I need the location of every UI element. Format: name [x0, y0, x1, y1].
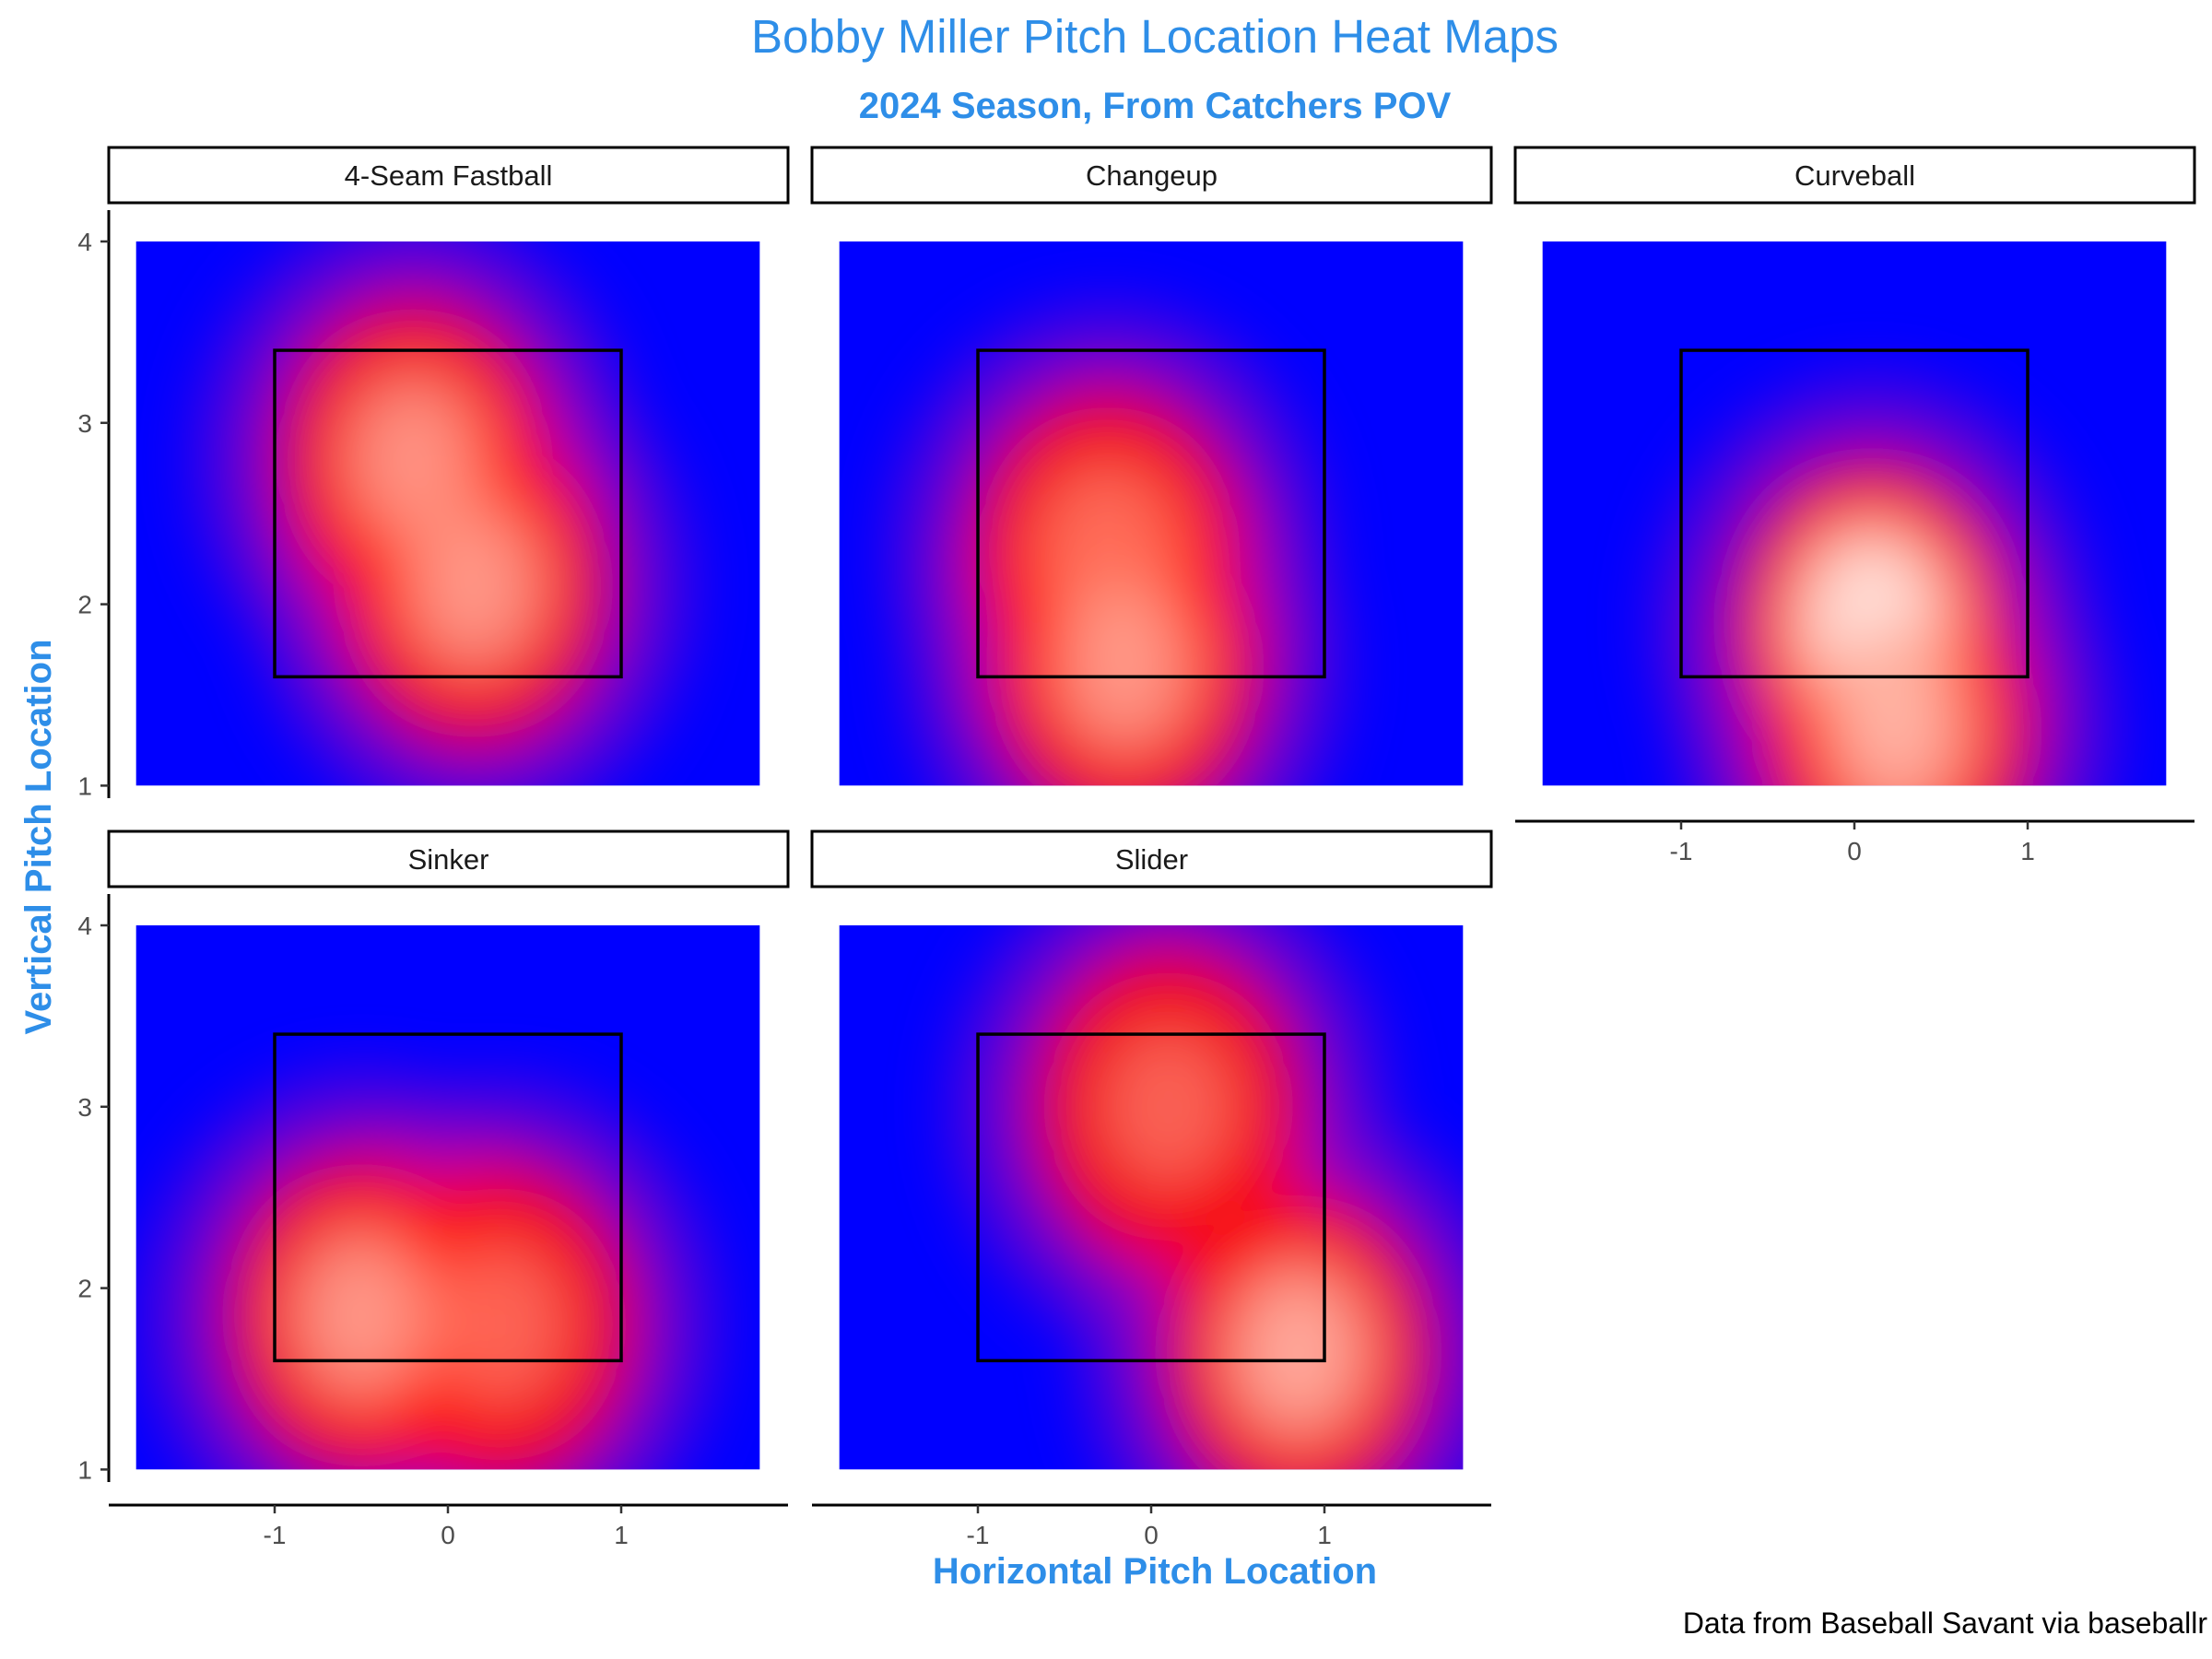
y-tick-label: 4 — [77, 228, 92, 256]
y-tick-label: 2 — [77, 1275, 92, 1303]
x-tick-label: -1 — [1670, 837, 1693, 865]
x-tick-label: 1 — [2020, 837, 2035, 865]
strike-zone — [273, 1032, 623, 1363]
y-tick-label: 1 — [77, 1455, 92, 1484]
heatmap-sinker — [135, 925, 760, 1470]
x-tick-label: 1 — [614, 1521, 629, 1549]
y-tick-label: 1 — [77, 771, 92, 800]
y-tick-label: 3 — [77, 409, 92, 438]
heat-peak — [1843, 661, 1952, 786]
heat-peak — [1244, 1282, 1352, 1421]
strip-slider — [810, 830, 1493, 888]
heat-layers — [896, 310, 1337, 786]
heatmap-changeup — [839, 241, 1464, 786]
heat-peak — [311, 1250, 412, 1382]
x-tick-label: -1 — [967, 1521, 990, 1549]
strip-label: Slider — [1115, 843, 1188, 876]
caption: Data from Baseball Savant via baseballr — [1683, 1606, 2208, 1640]
panel-sinker: Sinker 1 2 3 4 -1 0 1 — [77, 830, 790, 1549]
heat-layers — [149, 1076, 712, 1470]
strip-4-seam-fastball — [107, 146, 790, 205]
y-tick-label: 4 — [77, 912, 92, 940]
panel-changeup: Changeup — [810, 146, 1493, 786]
x-tick-label: -1 — [264, 1521, 287, 1549]
heatmap-curveball — [1542, 241, 2167, 786]
panel-curveball: Curveball -1 0 1 — [1513, 146, 2196, 865]
x-tick-label: 0 — [1847, 837, 1862, 865]
heat-hot — [433, 1245, 567, 1404]
y-axis-label: Vertical Pitch Location — [18, 639, 59, 1034]
chart-title: Bobby Miller Pitch Location Heat Maps — [751, 10, 1559, 63]
heat-peak — [363, 394, 464, 524]
y-tick-label: 3 — [77, 1093, 92, 1122]
chart-subtitle: 2024 Season, From Catchers POV — [859, 86, 1452, 126]
heat-peak — [423, 520, 524, 652]
x-tick-label: 1 — [1317, 1521, 1332, 1549]
strip-label: Sinker — [408, 843, 489, 876]
strip-changeup — [810, 146, 1493, 205]
strip-curveball — [1513, 146, 2196, 205]
strike-zone — [273, 348, 623, 679]
strip-label: Curveball — [1794, 159, 1915, 192]
heat-hot — [1103, 1029, 1234, 1185]
strike-zone — [976, 348, 1326, 679]
x-tick-label: 0 — [1144, 1521, 1159, 1549]
panel-4-seam-fastball: 4-Seam Fastball 1 2 3 4 — [77, 146, 790, 800]
strike-zone — [1679, 348, 2030, 679]
x-axis-label: Horizontal Pitch Location — [933, 1551, 1377, 1592]
heatmap-4-seam-fastball — [135, 241, 760, 786]
heatmap-slider — [839, 925, 1464, 1470]
strip-sinker — [107, 830, 790, 888]
panel-slider: Slider -1 0 1 — [810, 830, 1493, 1549]
strip-label: 4-Seam Fastball — [345, 159, 553, 192]
facet-panels: 4-Seam Fastball 1 2 3 4 Changeup Curveball -1 0 1… — [77, 146, 2196, 1549]
heat-peak — [1075, 602, 1176, 734]
strike-zone — [976, 1032, 1326, 1363]
heat-layers — [956, 925, 1464, 1470]
strip-label: Changeup — [1086, 159, 1218, 192]
x-tick-label: 0 — [441, 1521, 455, 1549]
y-tick-label: 2 — [77, 591, 92, 619]
